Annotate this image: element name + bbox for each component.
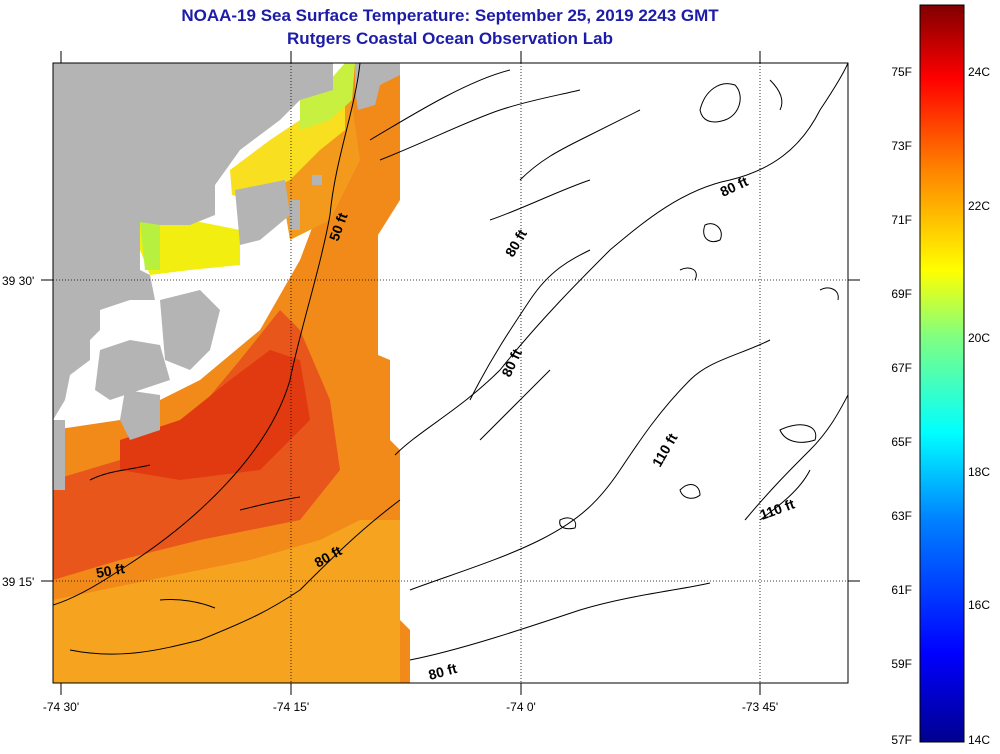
cb-c-18: 18C: [968, 465, 990, 479]
cb-c-20: 20C: [968, 331, 990, 345]
cb-f-63: 63F: [891, 509, 912, 523]
cb-f-75: 75F: [891, 65, 912, 79]
cb-f-69: 69F: [891, 287, 912, 301]
contour-label-80ft-e: 80 ft: [427, 660, 459, 683]
map-subtitle: Rutgers Coastal Ocean Observation Lab: [287, 29, 613, 48]
x-tick-label-2: -74 15': [273, 700, 309, 714]
x-tick-label-1: -74 30': [43, 700, 79, 714]
cb-c-14: 14C: [968, 733, 990, 747]
cb-c-24: 24C: [968, 65, 990, 79]
plot-border: [52, 62, 849, 684]
cb-c-16: 16C: [968, 598, 990, 612]
cb-f-59: 59F: [891, 657, 912, 671]
colorbar: [919, 4, 965, 743]
x-tick-label-4: -73 45': [742, 700, 778, 714]
axis-ticks: [41, 51, 860, 695]
cb-c-22: 22C: [968, 199, 990, 213]
cb-f-67: 67F: [891, 361, 912, 375]
cb-f-73: 73F: [891, 139, 912, 153]
sst-field: [53, 63, 848, 683]
cb-f-57: 57F: [891, 733, 912, 747]
colorbar-fahrenheit-labels: 75F 73F 71F 69F 67F 65F 63F 61F 59F 57F: [891, 65, 912, 747]
colorbar-celsius-labels: 24C 22C 20C 18C 16C 14C: [968, 65, 990, 747]
cb-f-65: 65F: [891, 435, 912, 449]
contour-label-50ft-south: 50 ft: [95, 560, 126, 581]
map-title: NOAA-19 Sea Surface Temperature: Septemb…: [181, 6, 719, 25]
y-tick-label-1: 39 30': [2, 274, 34, 288]
cb-f-61: 61F: [891, 583, 912, 597]
y-tick-label-2: 39 15': [2, 575, 34, 589]
x-tick-label-3: -74 0': [506, 700, 536, 714]
cb-f-71: 71F: [891, 213, 912, 227]
